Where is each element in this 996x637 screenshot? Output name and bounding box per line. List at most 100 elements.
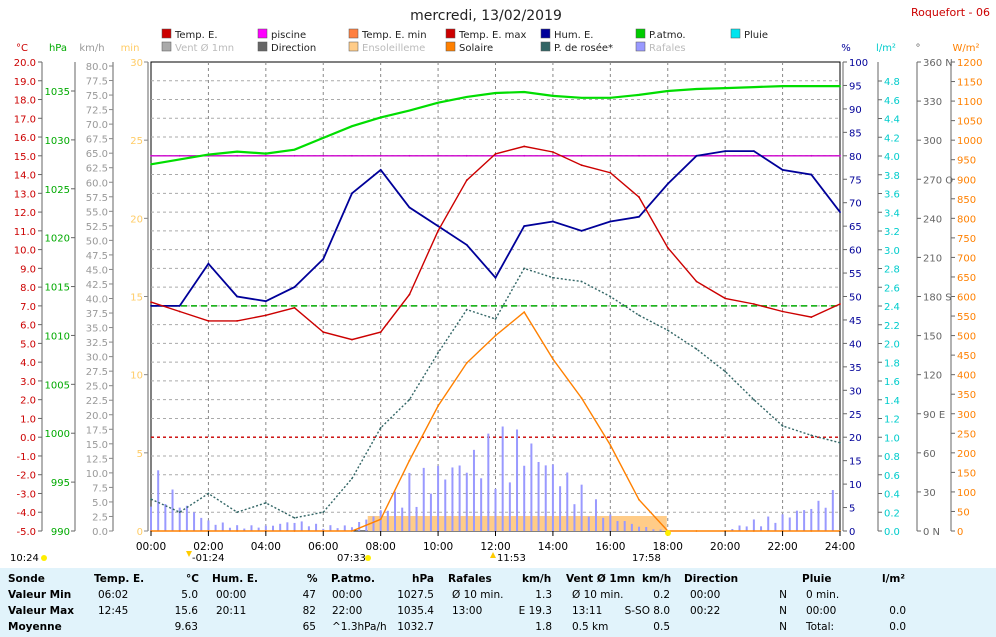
- unit-label-wind: km/h: [79, 43, 104, 54]
- rain-tick-label: 2.6: [884, 283, 900, 294]
- data-point: [437, 229, 439, 232]
- summary-pluie-t: 00:00: [806, 605, 837, 617]
- temp-tick-label: 16.0: [14, 133, 36, 144]
- wind-tick-label: 65.0: [86, 149, 108, 160]
- header-hum-unit: %: [307, 573, 318, 585]
- wind-tick-label: 27.5: [86, 367, 108, 378]
- data-point: [293, 306, 296, 309]
- data-point: [724, 370, 727, 373]
- data-point: [781, 168, 784, 171]
- data-point: [609, 220, 612, 223]
- summary-vent-t: Ø 10 min.: [572, 589, 624, 601]
- data-point: [465, 244, 468, 246]
- data-point: [666, 154, 669, 157]
- data-point: [839, 85, 841, 88]
- solar-tick-label: 550: [957, 312, 976, 323]
- header-direction: Direction: [684, 573, 739, 585]
- rain-tick-label: 1.2: [884, 415, 900, 426]
- data-point: [552, 358, 554, 360]
- wind-tick-label: 50.0: [86, 236, 108, 247]
- minutes-tick-label: 20: [130, 214, 143, 225]
- wind-tick-label: 35.0: [86, 324, 108, 335]
- legend-label: P.atmo.: [649, 30, 686, 41]
- unit-label-minutes: min: [121, 43, 140, 54]
- summary-pluie-t: Total:: [806, 621, 835, 633]
- press-tick-label: 1005: [45, 380, 70, 391]
- press-tick-label: 1010: [45, 331, 70, 342]
- wind-tick-label: 10.0: [86, 469, 108, 480]
- temp-tick-label: 13.0: [14, 189, 36, 200]
- data-point: [695, 280, 698, 283]
- legend: Temp. E. piscine Temp. E. min Temp. E. max H…: [161, 28, 768, 54]
- legend-label: Hum. E.: [554, 30, 593, 41]
- data-point: [236, 319, 239, 322]
- data-point: [609, 154, 612, 157]
- temp-tick-label: 3.0: [20, 377, 36, 388]
- data-point: [379, 426, 382, 429]
- rain-tick-label: 4.6: [884, 96, 900, 107]
- sun-icon: [41, 555, 47, 561]
- temp-tick-label: 14.0: [14, 171, 36, 182]
- data-point: [552, 94, 554, 97]
- temp-tick-label: 4.0: [20, 358, 36, 369]
- data-point: [752, 530, 755, 532]
- summary-pluie-v: 0.0: [889, 621, 906, 633]
- hum-tick-label: 10: [849, 480, 862, 491]
- summary-temp-v: 9.63: [174, 621, 198, 633]
- press-tick-label: 1020: [45, 234, 70, 245]
- legend-swatch: [348, 28, 359, 39]
- solar-tick-label: 650: [957, 273, 976, 284]
- data-point: [580, 154, 583, 157]
- data-point: [839, 303, 841, 305]
- data-point: [437, 225, 439, 228]
- data-point: [264, 501, 267, 504]
- data-point: [638, 314, 640, 317]
- dir-tick-label: 330: [923, 97, 942, 108]
- data-point: [609, 444, 612, 446]
- x-tick-label: 06:00: [308, 541, 338, 553]
- header-rafales: Rafales: [448, 573, 492, 585]
- summary-press-v: 1027.5: [397, 589, 434, 601]
- chart-title: mercredi, 13/02/2019: [410, 8, 562, 24]
- wind-tick-label: 12.5: [86, 454, 108, 465]
- hum-tick-label: 70: [849, 199, 862, 210]
- data-point: [379, 331, 382, 334]
- wind-tick-label: 75.0: [86, 91, 108, 102]
- data-point: [752, 303, 755, 305]
- wind-tick-label: 72.5: [86, 106, 108, 117]
- summary-dir-v: N: [779, 605, 787, 617]
- data-point: [494, 318, 497, 320]
- data-point: [580, 397, 583, 400]
- temp-tick-label: 15.0: [14, 152, 36, 163]
- data-point: [465, 362, 468, 364]
- solar-tick-label: 1000: [957, 136, 982, 147]
- solar-tick-label: 300: [957, 410, 976, 421]
- data-point: [322, 154, 325, 157]
- summary-pluie-t: 0 min.: [806, 589, 840, 601]
- temp-tick-label: 2.0: [20, 396, 36, 407]
- data-point: [437, 154, 439, 157]
- hum-tick-label: 80: [849, 152, 862, 163]
- summary-vent-v: 0.5: [653, 621, 670, 633]
- data-point: [408, 206, 411, 209]
- press-tick-label: 1000: [45, 429, 70, 440]
- header-sonde: Sonde: [8, 573, 45, 585]
- data-point: [494, 154, 497, 157]
- hum-tick-label: 0: [849, 527, 855, 538]
- summary-vent-v: S-SO 8.0: [624, 605, 670, 617]
- rain-tick-label: 2.8: [884, 265, 900, 276]
- weather-chart: mercredi, 13/02/2019 Roquefort - 06 Temp…: [10, 6, 990, 564]
- hum-tick-label: 45: [849, 316, 862, 327]
- solar-tick-label: 100: [957, 488, 976, 499]
- data-point: [351, 154, 353, 157]
- dir-tick-label: 360 N: [923, 58, 953, 69]
- header-vent-unit: km/h: [642, 573, 672, 585]
- wind-tick-label: 25.0: [86, 382, 108, 393]
- header-vent: Vent Ø 1mn: [566, 573, 636, 585]
- summary-press-t: 00:00: [332, 589, 363, 601]
- temp-tick-label: 17.0: [14, 114, 36, 125]
- legend-swatch: [540, 28, 551, 39]
- data-point: [236, 154, 239, 157]
- header-hum: Hum. E.: [212, 573, 259, 585]
- station-name: Roquefort - 06: [911, 6, 990, 19]
